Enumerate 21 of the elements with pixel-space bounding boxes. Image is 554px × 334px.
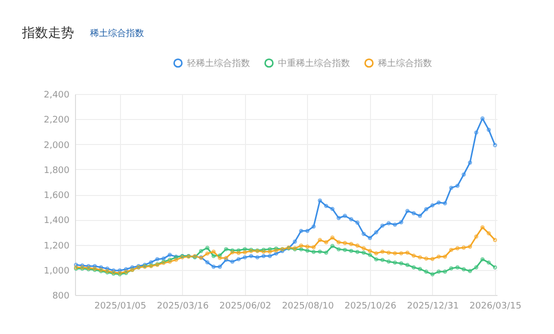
- y-tick-label: 1,000: [44, 266, 70, 276]
- chart-subtitle: 稀土综合指数: [90, 28, 144, 39]
- x-tick-label: 2026/03/15: [470, 302, 522, 312]
- y-tick-label: 2,400: [44, 90, 70, 100]
- y-tick-label: 1,600: [44, 191, 70, 201]
- x-tick-label: 2025/08/10: [282, 302, 334, 312]
- y-tick-label: 2,200: [44, 116, 70, 126]
- y-tick-label: 1,200: [44, 241, 70, 252]
- y-tick-label: 1,800: [44, 166, 70, 176]
- y-tick-label: 800: [52, 292, 70, 302]
- y-tick-label: 1,400: [44, 216, 70, 226]
- x-tick-label: 2025/01/05: [94, 302, 146, 312]
- y-tick-label: 2,000: [44, 140, 70, 151]
- legend-label: 中重稀土综合指数: [278, 58, 350, 70]
- x-tick-label: 2025/06/02: [219, 302, 272, 312]
- legend-label: 稀土综合指数: [378, 58, 432, 70]
- x-tick-label: 2025/03/16: [156, 302, 210, 312]
- x-tick-label: 2025/10/26: [344, 302, 397, 312]
- chart-title: 指数走势: [21, 26, 74, 41]
- legend-label: 轻稀土综合指数: [187, 58, 250, 70]
- x-tick-label: 2025/12/31: [407, 302, 459, 312]
